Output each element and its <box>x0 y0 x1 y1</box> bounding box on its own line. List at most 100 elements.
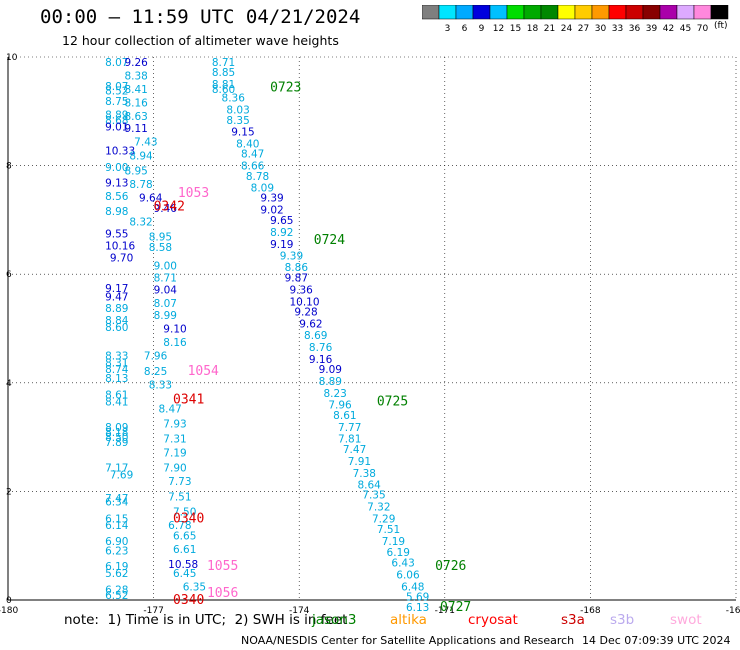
wave-height-value: 9.00 <box>154 261 177 273</box>
legend-label: 39 <box>646 24 658 34</box>
satellite-label-s3b: s3b <box>610 612 635 628</box>
wave-height-value: 8.95 <box>149 232 172 244</box>
wave-height-value: 8.94 <box>129 150 153 162</box>
y-tick-label: 2 <box>6 487 12 497</box>
wave-height-value: 9.04 <box>154 284 178 296</box>
legend-label: 27 <box>578 24 589 34</box>
y-tick-label: 6 <box>6 270 12 280</box>
wave-height-value: 9.39 <box>260 193 283 205</box>
pass-time-label: 0727 <box>440 600 471 615</box>
wave-height-value: 6.28 <box>105 585 128 597</box>
satellite-label-s3a: s3a <box>561 612 585 628</box>
wave-height-value: 9.10 <box>163 324 186 336</box>
wave-height-value: 8.35 <box>226 115 249 127</box>
wave-height-value: 6.34 <box>105 497 129 509</box>
wave-height-value: 8.63 <box>124 111 147 123</box>
chart-title: 00:00 – 11:59 UTC 04/21/2024 <box>40 6 361 28</box>
wave-height-value: 9.01 <box>105 122 128 134</box>
legend-label: 70 <box>697 24 709 34</box>
wave-height-value: 6.78 <box>168 520 191 532</box>
legend-label: 21 <box>544 24 555 34</box>
wave-height-value: 9.00 <box>105 162 128 174</box>
wave-height-value: 9.64 <box>139 193 163 205</box>
wave-height-value: 7.90 <box>163 463 186 475</box>
wave-height-value: 8.38 <box>124 70 147 82</box>
wave-height-value: 8.89 <box>105 303 128 315</box>
wave-height-value: 7.32 <box>367 502 390 514</box>
chart-subtitle: 12 hour collection of altimeter wave hei… <box>62 33 339 48</box>
wave-height-value: 6.43 <box>391 558 414 570</box>
wave-height-value: 9.09 <box>319 364 342 376</box>
wave-height-value: 7.89 <box>105 437 128 449</box>
wave-height-value: 8.60 <box>212 84 235 96</box>
wave-height-value: 9.62 <box>299 319 322 331</box>
wave-height-value: 8.31 <box>105 358 128 370</box>
wave-height-value: 5.69 <box>406 592 429 604</box>
wave-height-value: 7.96 <box>144 351 168 363</box>
legend-label: 12 <box>493 24 504 34</box>
wave-height-value: 9.26 <box>124 57 148 69</box>
wave-height-value: 8.89 <box>105 110 128 122</box>
pass-time-label: 1054 <box>188 364 219 379</box>
wave-height-value: 8.58 <box>149 242 172 254</box>
wave-height-value: 8.60 <box>105 322 128 334</box>
legend-label: 15 <box>510 24 521 34</box>
wave-height-value: 9.55 <box>105 228 128 240</box>
wave-height-value: 9.65 <box>270 215 293 227</box>
wave-height-value: 6.35 <box>183 581 206 593</box>
legend-label: 36 <box>629 24 641 34</box>
wave-height-value: 8.84 <box>105 315 129 327</box>
wave-height-value: 8.18 <box>105 427 128 439</box>
legend-label: 45 <box>680 24 691 34</box>
wave-height-value: 7.51 <box>168 491 191 503</box>
wave-height-value: 8.81 <box>212 79 235 91</box>
wave-height-value: 6.19 <box>105 561 128 573</box>
wave-height-value: 6.23 <box>105 546 128 558</box>
wave-height-value: 9.28 <box>294 307 317 319</box>
wave-height-value: 5.62 <box>105 568 128 580</box>
wave-height-value: 9.39 <box>280 251 303 263</box>
wave-height-value: 7.38 <box>353 468 376 480</box>
wave-height-value: 8.40 <box>236 138 259 150</box>
wave-height-value: 8.41 <box>124 84 147 96</box>
legend-label: 30 <box>595 24 607 34</box>
wave-height-value: 7.91 <box>348 456 371 468</box>
legend-swatch <box>710 5 729 20</box>
pass-time-label: 1056 <box>207 586 238 601</box>
wave-height-value: 7.77 <box>338 422 361 434</box>
wave-height-value: 8.03 <box>226 105 249 117</box>
wave-height-value: 8.36 <box>222 93 246 105</box>
wave-height-value: 6.13 <box>406 602 429 614</box>
satellite-label-altika: altika <box>390 612 427 628</box>
wave-height-value: 7.17 <box>105 463 128 475</box>
wave-height-value: 7.50 <box>173 506 196 518</box>
wave-height-value: 8.50 <box>105 432 128 444</box>
wave-height-value: 7.73 <box>168 476 191 488</box>
wave-height-value: 8.86 <box>285 262 309 274</box>
wave-height-value: 7.69 <box>110 470 133 482</box>
wave-height-value: 8.23 <box>323 388 346 400</box>
pass-time-label: 0340 <box>173 512 204 527</box>
legend-label: 42 <box>663 24 674 34</box>
wave-height-value: 8.99 <box>154 310 177 322</box>
wave-height-value: 9.47 <box>105 291 128 303</box>
wave-height-value: 8.33 <box>149 379 172 391</box>
y-tick-label: 4 <box>6 379 12 389</box>
wave-height-value: 8.07 <box>105 81 128 93</box>
x-tick-label: -177 <box>143 606 163 616</box>
wave-height-value: 8.61 <box>333 410 356 422</box>
pass-time-label: 0724 <box>314 233 345 248</box>
wave-height-value: 8.09 <box>251 182 274 194</box>
wave-height-value: 7.19 <box>382 536 405 548</box>
pass-time-label: 1053 <box>178 186 209 201</box>
wave-height-value: 8.78 <box>129 179 152 191</box>
legend-label: 9 <box>479 24 485 34</box>
wave-height-value: 7.43 <box>134 137 157 149</box>
y-tick-label: 8 <box>6 162 12 172</box>
wave-height-value: 6.52 <box>105 590 128 602</box>
wave-height-value: 7.51 <box>377 524 400 536</box>
wave-height-value: 7.81 <box>338 434 361 446</box>
credit-line: NOAA/NESDIS Center for Satellite Applica… <box>241 634 575 647</box>
generation-timestamp: 14 Dec 07:09:39 UTC 2024 <box>582 634 731 647</box>
